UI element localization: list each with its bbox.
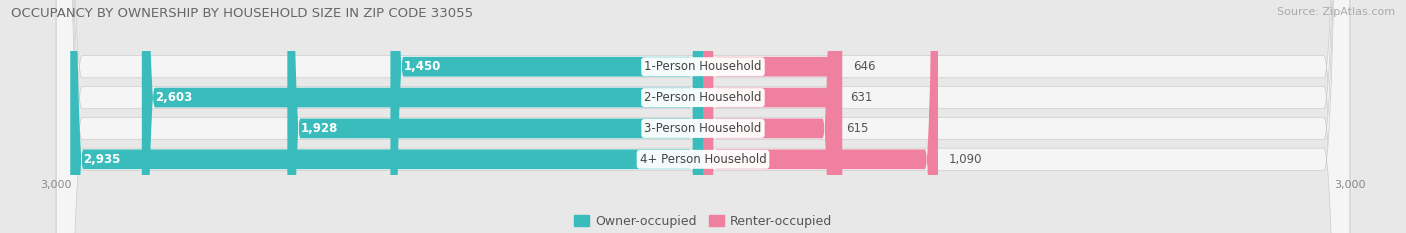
FancyBboxPatch shape	[703, 0, 938, 233]
Text: Source: ZipAtlas.com: Source: ZipAtlas.com	[1277, 7, 1395, 17]
Text: OCCUPANCY BY OWNERSHIP BY HOUSEHOLD SIZE IN ZIP CODE 33055: OCCUPANCY BY OWNERSHIP BY HOUSEHOLD SIZE…	[11, 7, 474, 20]
FancyBboxPatch shape	[703, 0, 835, 233]
Text: 1,090: 1,090	[949, 153, 983, 166]
FancyBboxPatch shape	[287, 0, 703, 233]
FancyBboxPatch shape	[56, 0, 1350, 233]
Text: 1-Person Household: 1-Person Household	[644, 60, 762, 73]
FancyBboxPatch shape	[703, 0, 839, 233]
Text: 4+ Person Household: 4+ Person Household	[640, 153, 766, 166]
Text: 2,935: 2,935	[83, 153, 121, 166]
Text: 1,928: 1,928	[301, 122, 337, 135]
FancyBboxPatch shape	[56, 0, 1350, 233]
Text: 646: 646	[853, 60, 876, 73]
Text: 631: 631	[849, 91, 872, 104]
FancyBboxPatch shape	[703, 0, 842, 233]
FancyBboxPatch shape	[56, 0, 1350, 233]
FancyBboxPatch shape	[391, 0, 703, 233]
FancyBboxPatch shape	[56, 0, 1350, 233]
FancyBboxPatch shape	[70, 0, 703, 233]
Legend: Owner-occupied, Renter-occupied: Owner-occupied, Renter-occupied	[568, 210, 838, 233]
Text: 2-Person Household: 2-Person Household	[644, 91, 762, 104]
Text: 1,450: 1,450	[404, 60, 440, 73]
FancyBboxPatch shape	[142, 0, 703, 233]
Text: 3-Person Household: 3-Person Household	[644, 122, 762, 135]
Text: 615: 615	[846, 122, 869, 135]
Text: 2,603: 2,603	[155, 91, 193, 104]
